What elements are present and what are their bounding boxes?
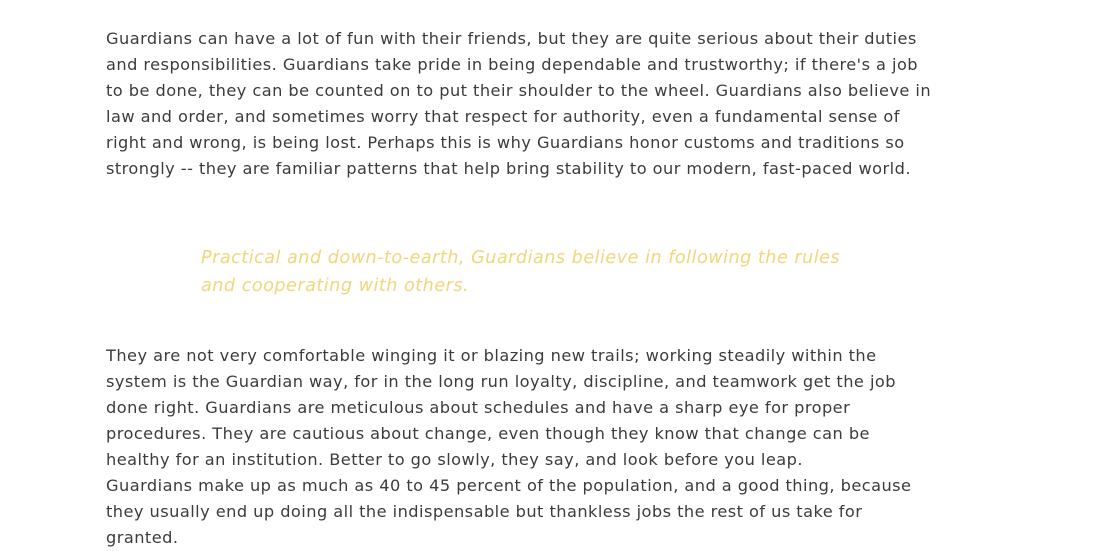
population-paragraph: Guardians make up as much as 40 to 45 pe…: [106, 476, 912, 547]
body-paragraphs: They are not very comfortable winging it…: [106, 343, 936, 551]
pull-quote: Practical and down-to-earth, Guardians b…: [201, 248, 841, 296]
system-paragraph: They are not very comfortable winging it…: [106, 346, 896, 469]
article-body: Guardians can have a lot of fun with the…: [106, 26, 936, 547]
intro-paragraph: Guardians can have a lot of fun with the…: [106, 29, 932, 178]
